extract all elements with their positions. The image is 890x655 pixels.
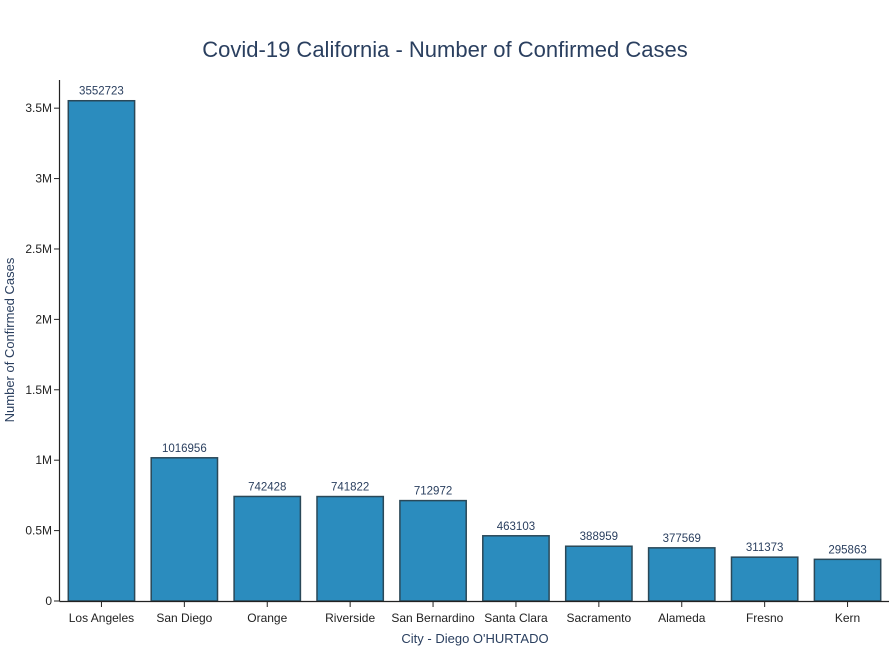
- y-tick-label: 1M: [35, 453, 52, 467]
- bar: [67, 99, 136, 602]
- y-tick-label: 2.5M: [25, 242, 52, 256]
- x-tick-label: Kern: [835, 611, 860, 625]
- y-tick-label: 0: [45, 594, 52, 608]
- bar-value-label: 311373: [746, 542, 784, 554]
- bar: [399, 499, 467, 602]
- bar: [730, 556, 799, 602]
- bar: [316, 495, 385, 602]
- x-axis: Los Angeles San Diego Orange Riverside San B…: [59, 600, 889, 625]
- bars-group: 3552723 1016956 742428 741822 712972 463103 38…: [67, 86, 882, 602]
- y-axis: 0 0.5M 1M 1.5M 2M 2.5M 3M 3.5M: [25, 80, 61, 608]
- y-tick-label: 0.5M: [25, 524, 52, 538]
- bar: [150, 457, 219, 602]
- x-axis-title: City - Diego O'HURTADO: [401, 631, 548, 646]
- y-tick-label: 1.5M: [25, 383, 52, 397]
- x-tick-label: Orange: [247, 611, 287, 625]
- x-tick-label: Santa Clara: [484, 611, 548, 625]
- bar-value-label: 1016956: [162, 443, 207, 455]
- x-tick-label: Fresno: [746, 611, 784, 625]
- bar-value-label: 463103: [497, 521, 535, 533]
- x-tick-label: Riverside: [325, 611, 375, 625]
- bar: [482, 535, 550, 602]
- y-axis-title: Number of Confirmed Cases: [2, 257, 17, 422]
- bar-value-label: 712972: [414, 486, 452, 498]
- y-tick-label: 3.5M: [25, 101, 52, 115]
- x-tick-label: Los Angeles: [69, 611, 134, 625]
- bar-value-label: 742428: [248, 481, 286, 493]
- x-tick-label: San Diego: [156, 611, 212, 625]
- x-tick-label: San Bernardino: [391, 611, 475, 625]
- x-tick-label: Alameda: [658, 611, 706, 625]
- y-tick-label: 2M: [35, 312, 52, 326]
- y-tick-label: 3M: [35, 172, 52, 186]
- bar: [647, 547, 716, 602]
- bar: [564, 545, 633, 602]
- bar-value-label: 377569: [663, 533, 701, 545]
- bar: [233, 495, 302, 602]
- bar-value-label: 295863: [828, 544, 866, 556]
- bar-value-label: 741822: [331, 482, 369, 494]
- chart-title: Covid-19 California - Number of Confirme…: [202, 37, 687, 62]
- bar-value-label: 388959: [580, 531, 618, 543]
- bar: [813, 558, 882, 602]
- bar-value-label: 3552723: [79, 86, 124, 98]
- x-tick-label: Sacramento: [566, 611, 631, 625]
